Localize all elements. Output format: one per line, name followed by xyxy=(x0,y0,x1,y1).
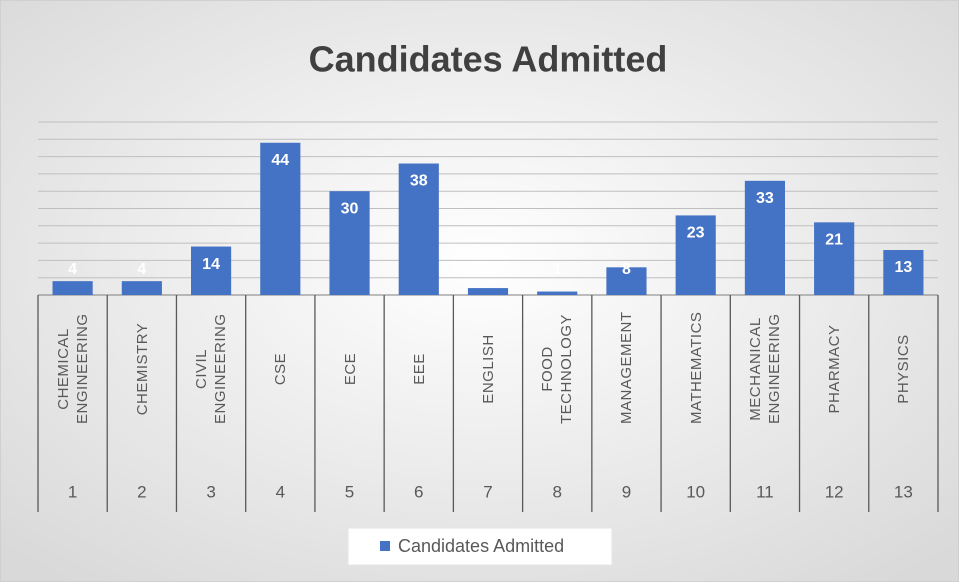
category-name: MECHANICAL ENGINEERING xyxy=(746,313,783,424)
data-label: 4 xyxy=(68,261,77,278)
x-tick-label: CHEMISTRY xyxy=(111,302,173,472)
category-name: FOOD TECHNOLOGY xyxy=(539,313,576,424)
category-number: 7 xyxy=(483,482,492,501)
bar xyxy=(52,281,93,295)
bar xyxy=(606,267,647,295)
category-number: 8 xyxy=(552,482,561,501)
x-tick-label: PHARMACY xyxy=(803,302,865,472)
x-tick-label: CIVIL ENGINEERING xyxy=(180,302,242,472)
category-number: 2 xyxy=(137,482,146,501)
category-number: 13 xyxy=(894,482,913,501)
category-name: ENGLISH xyxy=(479,334,497,404)
x-tick-label: MECHANICAL ENGINEERING xyxy=(734,302,796,472)
category-name: ECE xyxy=(341,352,359,386)
data-label: 13 xyxy=(894,259,912,276)
data-label: 44 xyxy=(271,152,289,169)
data-label: 2 xyxy=(484,261,493,278)
x-tick-label: CSE xyxy=(249,302,311,472)
category-number: 4 xyxy=(276,482,285,501)
bar xyxy=(537,291,578,295)
category-number: 5 xyxy=(345,482,354,501)
x-tick-label: EEE xyxy=(388,302,450,472)
x-tick-label: CHEMICAL ENGINEERING xyxy=(42,302,104,472)
category-number: 6 xyxy=(414,482,423,501)
bar xyxy=(260,142,301,295)
x-tick-label: ECE xyxy=(319,302,381,472)
x-tick-label: MATHEMATICS xyxy=(665,302,727,472)
legend-swatch xyxy=(380,541,390,551)
data-label: 21 xyxy=(825,232,843,249)
category-name: CSE xyxy=(271,352,289,386)
data-label: 4 xyxy=(137,261,146,278)
data-label: 8 xyxy=(622,261,631,278)
category-name: CIVIL ENGINEERING xyxy=(193,313,230,424)
bar xyxy=(883,250,924,295)
data-label: 30 xyxy=(341,200,359,217)
category-number: 11 xyxy=(756,482,774,501)
bar xyxy=(675,215,716,295)
category-number: 12 xyxy=(825,482,844,501)
data-label: 38 xyxy=(410,173,428,190)
bar xyxy=(814,222,855,295)
bar xyxy=(191,246,232,295)
category-name: MATHEMATICS xyxy=(687,311,705,424)
x-tick-label: ENGLISH xyxy=(457,302,519,472)
x-tick-label: MANAGEMENT xyxy=(595,302,657,472)
bar xyxy=(329,191,370,295)
x-tick-label: FOOD TECHNOLOGY xyxy=(526,302,588,472)
category-name: EEE xyxy=(410,353,428,385)
chart-title: Candidates Admitted xyxy=(309,39,668,80)
data-label: 14 xyxy=(202,256,220,273)
category-number: 3 xyxy=(206,482,215,501)
bar xyxy=(121,281,162,295)
bar xyxy=(398,163,439,295)
legend-box xyxy=(347,527,613,566)
category-name: PHYSICS xyxy=(894,334,912,404)
bar xyxy=(744,180,785,295)
legend-label: Candidates Admitted xyxy=(398,536,564,556)
category-name: PHARMACY xyxy=(825,324,843,414)
category-number: 9 xyxy=(622,482,631,501)
bar xyxy=(467,288,509,295)
category-number: 10 xyxy=(686,482,705,501)
data-label: 1 xyxy=(553,261,562,278)
x-tick-label: PHYSICS xyxy=(872,302,934,472)
category-number: 1 xyxy=(68,482,77,501)
data-label: 23 xyxy=(687,225,705,242)
data-label: 33 xyxy=(756,190,774,207)
category-name: MANAGEMENT xyxy=(617,311,635,424)
category-name: CHEMISTRY xyxy=(133,322,151,416)
category-name: CHEMICAL ENGINEERING xyxy=(54,313,91,424)
